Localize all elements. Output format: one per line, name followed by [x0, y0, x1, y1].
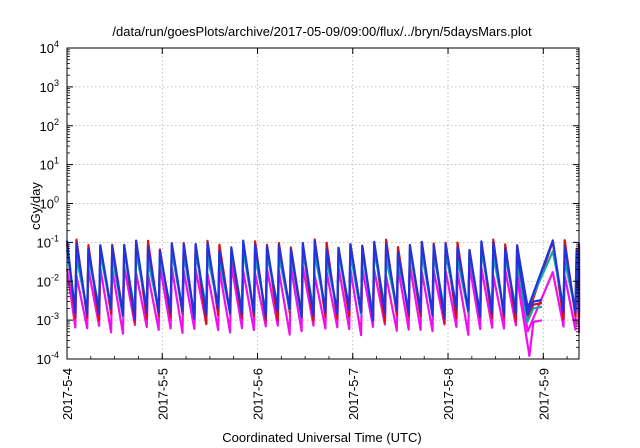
y-tick-label: 10-4 [37, 350, 59, 367]
series-line [65, 263, 581, 337]
y-tick-label: 10-3 [37, 311, 59, 328]
y-axis-label: cGy/day [28, 182, 43, 230]
x-tick-label: 2017-5-7 [346, 368, 361, 420]
x-axis-label: Coordinated Universal Time (UTC) [222, 430, 421, 445]
plot-frame [66, 47, 580, 360]
series-group [65, 238, 581, 357]
chart-title: /data/run/goesPlots/archive/2017-05-09/0… [112, 24, 532, 39]
y-tick-label: 104 [40, 39, 59, 56]
y-tick-label: 101 [40, 156, 59, 173]
x-tick-label: 2017-5-5 [155, 368, 170, 420]
series-line [65, 239, 581, 322]
x-tick-label: 2017-5-8 [441, 368, 456, 420]
x-tick-label: 2017-5-4 [60, 368, 75, 420]
series-dip-line [516, 278, 543, 357]
series-dip-line [516, 253, 543, 316]
y-tick-label: 103 [40, 78, 59, 95]
y-tick-label: 10-2 [37, 272, 59, 289]
x-tick-label: 2017-5-6 [251, 368, 266, 420]
y-tick-label: 100 [40, 195, 59, 212]
axis-ticks: 10-4 10-3 10-2 10-1 100 101 102 103 104 2017-5-4 2… [37, 39, 579, 420]
y-tick-label: 10-1 [37, 233, 59, 250]
y-tick-label: 102 [40, 117, 59, 134]
series-dip-line [516, 262, 543, 323]
x-tick-label: 2017-5-9 [536, 368, 551, 420]
